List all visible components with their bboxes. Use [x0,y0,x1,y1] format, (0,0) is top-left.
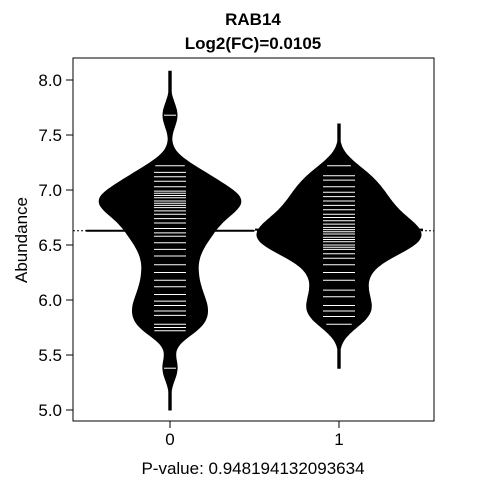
y-axis-label: Abundance [12,197,31,283]
y-tick-label: 6.0 [38,291,62,310]
y-tick-label: 5.5 [38,346,62,365]
y-tick-label: 8.0 [38,71,62,90]
x-tick-label: 0 [165,430,174,449]
plot-frame [72,57,435,422]
y-tick-label: 6.5 [38,236,62,255]
axes: 5.0 5.5 6.0 6.5 7.0 7.5 8.0 0 1 [38,71,343,449]
plot-area [73,70,434,411]
y-tick-label: 5.0 [38,401,62,420]
x-tick-label: 1 [334,430,343,449]
y-tick-label: 7.0 [38,181,62,200]
bean-shape-0 [98,70,242,411]
bean-shape-1 [256,123,422,369]
y-tick-label: 7.5 [38,126,62,145]
x-axis-label: P-value: 0.948194132093634 [141,459,364,478]
chart-subtitle: Log2(FC)=0.0105 [185,34,322,53]
chart-title: RAB14 [225,10,281,29]
